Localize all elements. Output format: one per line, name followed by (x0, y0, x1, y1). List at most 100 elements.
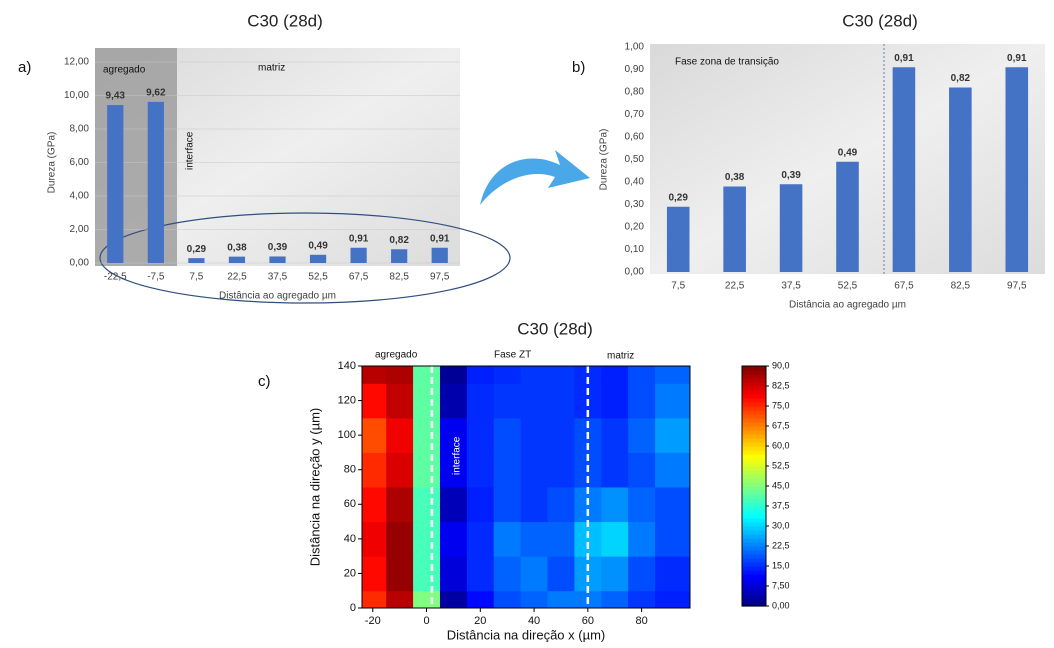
heat-cell (439, 383, 468, 419)
colorbar-segment (742, 502, 766, 507)
y-axis-title: Dureza (GPa) (47, 132, 58, 194)
x-tick-label: -20 (365, 615, 381, 627)
colorbar-segment (742, 442, 766, 447)
heat-cell (547, 590, 575, 609)
colorbar-segment (742, 590, 766, 595)
colorbar-segment (742, 410, 766, 415)
x-tick-label: 67,5 (894, 281, 914, 292)
heat-cell (413, 452, 441, 488)
chart-title: C30 (28d) (842, 11, 918, 30)
heat-cell (439, 366, 468, 384)
x-tick-label: -22,5 (104, 272, 127, 283)
colorbar-segment (742, 518, 766, 523)
heat-cell (520, 366, 549, 384)
heat-cell (493, 590, 522, 609)
heat-cell (628, 417, 656, 453)
colorbar-segment (742, 534, 766, 539)
y-tick-label: 0,10 (625, 244, 645, 255)
y-tick-label: 1,00 (625, 42, 645, 53)
heat-cell (386, 556, 414, 592)
heat-cell (493, 366, 522, 384)
annotation: agregado (103, 65, 146, 76)
heat-cell (413, 590, 441, 609)
heat-cell (386, 590, 414, 609)
heat-cell (655, 417, 691, 453)
colorbar-segment (742, 470, 766, 475)
colorbar-segment (742, 566, 766, 571)
y-tick-label: 12,00 (64, 57, 89, 68)
y-tick-label: 40 (344, 533, 356, 545)
heat-cell (547, 521, 575, 557)
value-label: 0,39 (268, 242, 288, 253)
colorbar-segment (742, 466, 766, 471)
heat-cell (547, 556, 575, 592)
value-label: 0,91 (894, 53, 914, 64)
heat-cell (386, 417, 414, 453)
y-tick-label: 0,70 (625, 109, 645, 120)
value-label: 0,49 (838, 147, 858, 158)
heat-cell (362, 487, 387, 523)
heat-cell (520, 452, 549, 488)
y-tick-label: 80 (344, 464, 356, 476)
colorbar-tick-label: 22,5 (772, 540, 790, 550)
heat-cell (466, 366, 495, 384)
bar (228, 256, 246, 263)
heat-cell (439, 556, 468, 592)
chart-title: C30 (28d) (517, 319, 593, 338)
heat-cell (520, 487, 549, 523)
y-tick-label: 100 (338, 429, 356, 441)
heat-cell (493, 383, 522, 419)
annotation: interface (452, 436, 463, 475)
colorbar-tick-label: 60,0 (772, 440, 790, 450)
panel-label: b) (572, 59, 585, 76)
heat-cell (655, 590, 691, 609)
bar (269, 256, 286, 263)
value-label: 0,38 (725, 172, 745, 183)
heat-cell (362, 590, 387, 609)
heat-cell (520, 556, 549, 592)
heat-cell (574, 556, 602, 592)
x-tick-label: 60 (582, 615, 594, 627)
colorbar-segment (742, 522, 766, 527)
colorbar-segment (742, 554, 766, 559)
bar (949, 87, 972, 272)
heat-cell (628, 487, 656, 523)
colorbar-segment (742, 526, 766, 531)
heat-cell (628, 521, 656, 557)
plot-frame (361, 365, 691, 609)
x-tick-label: 37,5 (268, 272, 288, 283)
colorbar-segment (742, 462, 766, 467)
y-tick-label: 0,60 (625, 132, 645, 143)
heat-cell (574, 521, 602, 557)
panel-label: a) (18, 59, 31, 76)
heat-cell (466, 556, 495, 592)
colorbar-segment (742, 598, 766, 603)
value-label: 0,82 (951, 73, 971, 84)
y-tick-label: 20 (344, 567, 356, 579)
colorbar-segment (742, 494, 766, 499)
colorbar-segment (742, 478, 766, 483)
y-tick-label: 0,50 (625, 154, 645, 165)
colorbar-segment (742, 482, 766, 487)
annotation: matriz (258, 63, 285, 74)
heat-cell (362, 521, 387, 557)
x-tick-label: 97,5 (430, 272, 450, 283)
colorbar-segment (742, 486, 766, 491)
x-tick-label: 82,5 (389, 272, 409, 283)
colorbar-tick-label: 75,0 (772, 400, 790, 410)
colorbar-segment (742, 426, 766, 431)
x-axis-title: Distância ao agregado µm (789, 300, 906, 311)
annotation: agregado (375, 350, 418, 361)
heat-cell (386, 487, 414, 523)
heat-cell (386, 383, 414, 419)
highlight-ellipse (99, 212, 511, 304)
colorbar-tick-label: 82,5 (772, 380, 790, 390)
heat-cell (362, 556, 387, 592)
y-tick-label: 0,80 (625, 87, 645, 98)
colorbar-segment (742, 542, 766, 547)
heat-cell (466, 487, 495, 523)
y-tick-label: 120 (338, 394, 356, 406)
bar (391, 249, 408, 263)
bar (836, 161, 859, 272)
colorbar-segment (742, 430, 766, 435)
